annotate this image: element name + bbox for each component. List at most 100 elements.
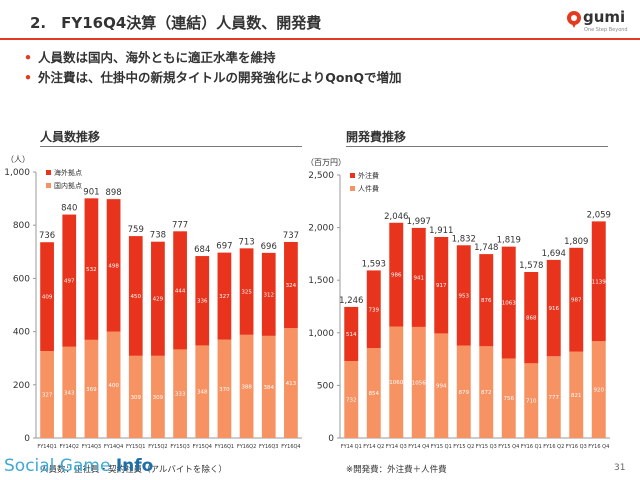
x-tick-label: FY15Q3 bbox=[170, 444, 189, 450]
legend-swatch bbox=[46, 183, 51, 188]
bar-total-label: 1,694 bbox=[542, 249, 566, 259]
bar-segment-label: 732 bbox=[346, 397, 357, 403]
bar-segment-label: 400 bbox=[108, 383, 119, 389]
bar-segment-label: 532 bbox=[86, 267, 97, 273]
bar-segment-bottom bbox=[239, 334, 254, 438]
bar-segment-label: 498 bbox=[108, 263, 119, 269]
bullet-list: • 人員数は国内、海外ともに適正水準を維持 • 外注費は、仕掛中の新規タイトルの開発… bbox=[24, 48, 402, 88]
bar-segment-bottom bbox=[569, 351, 584, 438]
bar-segment-bottom bbox=[501, 358, 516, 438]
x-tick-label: FY14Q1 bbox=[37, 444, 56, 450]
bar-segment-label: 872 bbox=[481, 390, 492, 396]
y-tick-label: 0 bbox=[24, 434, 30, 444]
bar-segment-top bbox=[479, 254, 494, 347]
bar-total-label: 1,832 bbox=[452, 234, 476, 244]
bar-segment-top bbox=[389, 222, 404, 327]
bar-total-label: 1,578 bbox=[519, 261, 543, 271]
bar-segment-label: 309 bbox=[131, 395, 142, 401]
x-tick-label: FY15Q1 bbox=[126, 444, 145, 450]
bar-segment-label: 756 bbox=[504, 396, 515, 402]
bar-segment-label: 309 bbox=[153, 395, 164, 401]
legend-swatch bbox=[46, 170, 51, 175]
logo-text: gumi bbox=[583, 8, 626, 26]
bar-segment-top bbox=[217, 252, 232, 340]
bar-segment-label: 497 bbox=[64, 279, 75, 285]
bar-segment-label: 879 bbox=[459, 390, 470, 396]
bar-segment-label: 325 bbox=[241, 290, 252, 296]
x-tick-label: FY16Q1 bbox=[215, 444, 234, 450]
legend-label: 国内拠点 bbox=[54, 181, 82, 190]
bar-segment-bottom bbox=[106, 331, 121, 438]
bar-segment-top bbox=[151, 241, 165, 356]
bar-total-label: 697 bbox=[216, 242, 232, 252]
y-tick-label: 2,000 bbox=[308, 224, 334, 234]
bar-segment-top bbox=[591, 221, 606, 342]
x-tick-label: FY14 Q1 bbox=[341, 444, 362, 450]
bar-total-label: 1,809 bbox=[564, 237, 588, 247]
bar-total-label: 738 bbox=[150, 231, 166, 241]
devcost-title-rule bbox=[346, 146, 608, 147]
bar-segment-label: 388 bbox=[241, 384, 252, 390]
bar-segment-top bbox=[62, 214, 77, 347]
bar-segment-label: 450 bbox=[131, 294, 142, 300]
bar-segment-top bbox=[411, 227, 426, 327]
y-unit-label: （百万円） bbox=[306, 158, 346, 167]
devcost-chart-title: 開発費推移 bbox=[346, 130, 407, 144]
bar-segment-label: 777 bbox=[549, 395, 560, 401]
bar-segment-label: 1139 bbox=[592, 279, 606, 285]
bar-segment-top bbox=[261, 252, 276, 336]
logo-pin-dot bbox=[571, 15, 577, 21]
bar-segment-bottom bbox=[62, 346, 77, 438]
y-tick-label: 2,500 bbox=[308, 171, 334, 181]
legend-label: 海外拠点 bbox=[54, 168, 82, 177]
bar-segment-label: 1060 bbox=[389, 380, 403, 386]
bar-segment-bottom bbox=[261, 335, 276, 438]
bar-segment-bottom bbox=[591, 341, 606, 438]
headcount-footnote: 人員数：正社員・契約社員（アルバイトを除く） bbox=[40, 465, 227, 475]
x-tick-label: FY14 Q4 bbox=[408, 444, 429, 450]
logo-subtitle: One Step Beyond bbox=[584, 27, 628, 33]
bar-total-label: 713 bbox=[238, 237, 254, 247]
x-tick-label: FY16Q2 bbox=[237, 444, 256, 450]
bar-segment-label: 444 bbox=[175, 288, 186, 294]
logo-pin-tip bbox=[571, 22, 577, 28]
bar-total-label: 1,748 bbox=[474, 243, 498, 253]
bar-segment-bottom bbox=[128, 355, 143, 438]
bar-segment-label: 941 bbox=[414, 275, 425, 281]
x-tick-label: FY14Q4 bbox=[104, 444, 123, 450]
bar-segment-label: 327 bbox=[42, 393, 53, 399]
bar-segment-top bbox=[434, 236, 449, 334]
bar-segment-bottom bbox=[84, 339, 99, 438]
bar-segment-top bbox=[239, 248, 254, 335]
title-underline bbox=[0, 38, 640, 40]
x-tick-label: FY16Q4 bbox=[281, 444, 300, 450]
x-tick-label: FY15 Q2 bbox=[453, 444, 474, 450]
bar-segment-bottom bbox=[151, 355, 165, 438]
bar-segment-label: 920 bbox=[594, 388, 605, 394]
bullet-item: • 外注費は、仕掛中の新規タイトルの開発強化によりQonQで増加 bbox=[24, 68, 402, 88]
bar-segment-label: 409 bbox=[42, 295, 53, 301]
bar-segment-bottom bbox=[284, 328, 298, 438]
bar-total-label: 1,911 bbox=[429, 226, 453, 236]
bar-segment-top bbox=[524, 271, 539, 364]
x-tick-label: FY15Q2 bbox=[148, 444, 167, 450]
bar-segment-label: 917 bbox=[436, 283, 447, 289]
bar-total-label: 736 bbox=[39, 231, 55, 241]
bar-segment-bottom bbox=[434, 333, 449, 438]
bar-segment-label: 343 bbox=[64, 390, 75, 396]
bar-segment-top bbox=[106, 199, 121, 332]
legend-label: 外注費 bbox=[358, 171, 379, 180]
x-tick-label: FY15 Q3 bbox=[476, 444, 497, 450]
bar-segment-label: 953 bbox=[459, 293, 470, 299]
bar-segment-bottom bbox=[366, 348, 381, 438]
x-tick-label: FY14 Q2 bbox=[363, 444, 384, 450]
bar-segment-bottom bbox=[479, 346, 494, 438]
bar-segment-label: 369 bbox=[86, 387, 97, 393]
bar-total-label: 901 bbox=[83, 187, 99, 197]
bar-total-label: 1,819 bbox=[497, 236, 521, 246]
bar-total-label: 759 bbox=[128, 225, 144, 235]
bar-segment-bottom bbox=[546, 356, 561, 438]
bar-segment-label: 348 bbox=[197, 390, 208, 396]
bar-segment-label: 916 bbox=[549, 306, 560, 312]
bar-segment-bottom bbox=[217, 339, 232, 438]
